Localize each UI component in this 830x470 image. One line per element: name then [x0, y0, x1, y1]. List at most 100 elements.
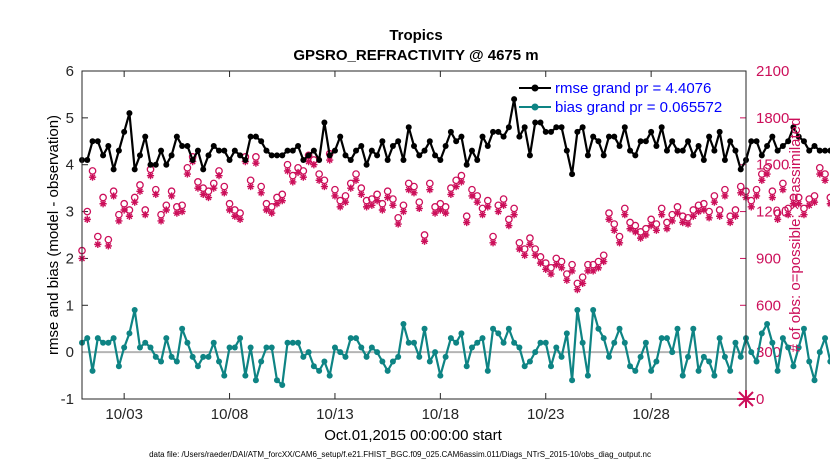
bias-point	[110, 335, 117, 342]
rmse-point	[252, 133, 259, 140]
possible-obs-point	[515, 238, 524, 247]
rmse-point	[447, 128, 454, 135]
y-axis-label-left: rmse and bias (model - observation)	[45, 115, 62, 355]
possible-obs-point	[610, 220, 619, 228]
possible-obs-point	[136, 181, 144, 189]
rmse-point	[637, 138, 644, 145]
bias-point	[226, 344, 233, 351]
rmse-point	[548, 128, 555, 135]
bias-point	[216, 358, 223, 365]
bias-point	[447, 335, 454, 342]
bias-point	[300, 353, 307, 360]
assimilated-obs-point	[410, 189, 418, 197]
possible-obs-point	[278, 190, 287, 199]
rmse-point	[553, 124, 560, 131]
assimilated-obs-point	[247, 182, 255, 191]
rmse-point	[579, 124, 586, 131]
rmse-point	[674, 147, 681, 154]
assimilated-obs-point	[347, 184, 355, 192]
possible-obs-point	[768, 187, 777, 196]
assimilated-obs-point	[257, 189, 265, 197]
rmse-series	[79, 96, 830, 178]
assimilated-obs-point	[225, 206, 234, 214]
rmse-point	[100, 152, 107, 159]
assimilated-obs-point	[283, 167, 292, 175]
bias-point	[716, 335, 723, 342]
left-tick-label: 5	[66, 110, 74, 127]
bias-point	[458, 330, 465, 337]
assimilated-obs-point	[626, 225, 634, 233]
assimilated-obs-point	[600, 257, 608, 266]
bias-point	[748, 349, 755, 356]
assimilated-obs-point	[673, 209, 682, 217]
assimilated-obs-point	[658, 211, 666, 219]
rmse-point	[690, 152, 697, 159]
bias-point	[479, 335, 486, 342]
rmse-point	[827, 147, 830, 154]
possible-obs-point	[562, 270, 571, 278]
rmse-point	[711, 147, 718, 154]
rmse-point	[627, 147, 634, 154]
bias-point	[727, 367, 734, 374]
assimilated-obs-point	[494, 207, 502, 216]
rmse-point	[706, 133, 713, 140]
bias-point	[563, 330, 570, 337]
rmse-point	[442, 142, 449, 149]
possible-obs-point	[352, 170, 360, 178]
assimilated-obs-point	[220, 189, 228, 197]
rmse-point	[611, 133, 618, 140]
bias-point	[358, 344, 365, 351]
possible-obs-point	[673, 203, 682, 211]
possible-obs-point	[425, 179, 434, 188]
possible-obs-point	[731, 206, 740, 214]
rmse-point	[500, 133, 507, 140]
rmse-point	[263, 147, 270, 154]
rmse-point	[495, 128, 502, 135]
left-tick-label: 1	[66, 297, 74, 314]
x-tick-label: 10/18	[422, 406, 460, 423]
assimilated-obs-point	[336, 203, 344, 211]
bias-point	[342, 353, 349, 360]
possible-obs-point	[88, 167, 97, 175]
bias-point	[474, 339, 481, 346]
bias-point	[426, 358, 433, 365]
rmse-point	[542, 128, 549, 135]
bias-point	[100, 339, 107, 346]
bias-point	[737, 353, 744, 360]
assimilated-obs-point	[795, 200, 803, 208]
assimilated-obs-point	[110, 192, 118, 200]
rmse-point	[89, 138, 96, 145]
rmse-point	[806, 147, 813, 154]
left-tick-label: 6	[66, 63, 74, 80]
rmse-point	[295, 142, 302, 149]
rmse-point	[653, 142, 660, 149]
assimilated-obs-point	[94, 240, 102, 248]
assimilated-obs-point	[326, 156, 334, 164]
possible-obs-point	[183, 163, 192, 172]
bias-point	[289, 339, 296, 346]
bias-point	[242, 372, 249, 379]
rmse-point	[331, 147, 338, 154]
rmse-point	[337, 133, 344, 140]
rmse-point	[94, 138, 101, 145]
assimilated-obs-point	[289, 178, 297, 186]
assimilated-obs-point	[252, 159, 260, 167]
assimilated-obs-point	[236, 215, 244, 223]
rmse-point	[700, 157, 707, 164]
possible-obs-point	[441, 203, 450, 211]
possible-obs-point	[605, 209, 613, 217]
assimilated-obs-point	[478, 211, 487, 219]
left-tick-label: 2	[66, 250, 74, 267]
rmse-point	[273, 152, 280, 159]
rmse-point	[242, 157, 249, 164]
rmse-point	[558, 124, 565, 131]
bias-point	[632, 367, 639, 374]
rmse-point	[537, 119, 544, 126]
bias-point	[121, 344, 128, 351]
rmse-point	[516, 133, 523, 140]
assimilated-obs-point	[141, 211, 149, 219]
bias-point	[637, 353, 644, 360]
bias-point	[305, 349, 312, 356]
bias-point	[152, 353, 159, 360]
bias-point	[453, 339, 460, 346]
